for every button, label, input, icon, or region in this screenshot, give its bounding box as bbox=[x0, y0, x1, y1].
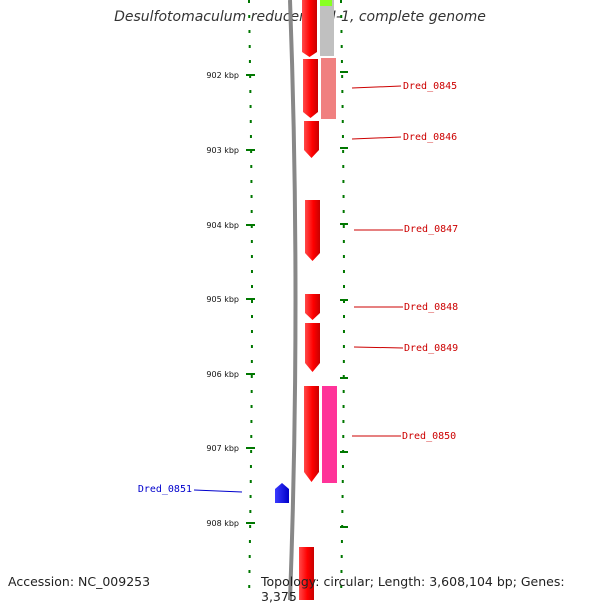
gene-label[interactable]: Dred_0845 bbox=[403, 81, 457, 92]
gene-arrow-forward bbox=[305, 200, 320, 261]
gene-arrow-forward bbox=[299, 547, 314, 600]
hit-block-pink bbox=[322, 386, 337, 483]
gene-arrow-forward bbox=[305, 294, 320, 320]
gene-label-layer: Dred_0845 Dred_0846 Dred_0847 Dred_0848 … bbox=[138, 81, 458, 495]
gene-label[interactable]: Dred_0846 bbox=[403, 132, 457, 143]
gene-label[interactable]: Dred_0851 bbox=[138, 484, 192, 495]
tick-label: 907 kbp bbox=[206, 444, 239, 453]
tick-label: 905 kbp bbox=[206, 295, 239, 304]
gene-label[interactable]: Dred_0849 bbox=[404, 343, 458, 354]
label-leader-line bbox=[353, 346, 404, 349]
tick-label: 904 kbp bbox=[206, 221, 239, 230]
gene-arrow-forward bbox=[304, 386, 319, 482]
tick-label: 903 kbp bbox=[206, 146, 239, 155]
gene-arrow-forward bbox=[305, 323, 320, 372]
gene-label[interactable]: Dred_0847 bbox=[404, 224, 458, 235]
gene-label[interactable]: Dred_0848 bbox=[404, 302, 458, 313]
hit-block-gray bbox=[320, 0, 334, 56]
label-leader-line bbox=[351, 136, 402, 140]
hit-block-lime bbox=[320, 0, 332, 6]
tick-label: 908 kbp bbox=[206, 519, 239, 528]
tick-label: 906 kbp bbox=[206, 370, 239, 379]
inner-scale-ring bbox=[340, 0, 348, 588]
gene-arrow-forward bbox=[304, 121, 319, 158]
gene-arrow-forward bbox=[302, 0, 317, 57]
genome-title: Desulfotomaculum reducens MI-1, complete… bbox=[114, 9, 486, 25]
tick-label: 902 kbp bbox=[206, 71, 239, 80]
genome-backbone bbox=[288, 0, 298, 600]
gene-arrow-reverse bbox=[275, 483, 289, 503]
label-leader-line bbox=[193, 489, 243, 493]
gene-label[interactable]: Dred_0850 bbox=[402, 431, 456, 442]
gene-arrow-forward bbox=[303, 59, 318, 118]
label-leader-line bbox=[351, 85, 402, 89]
hit-block-salmon bbox=[321, 58, 336, 119]
coordinate-axis: 902 kbp 903 kbp 904 kbp 905 kbp 906 kbp … bbox=[206, 71, 255, 528]
outer-scale-ring bbox=[248, 0, 253, 588]
accession-text: Accession: NC_009253 bbox=[8, 574, 151, 589]
